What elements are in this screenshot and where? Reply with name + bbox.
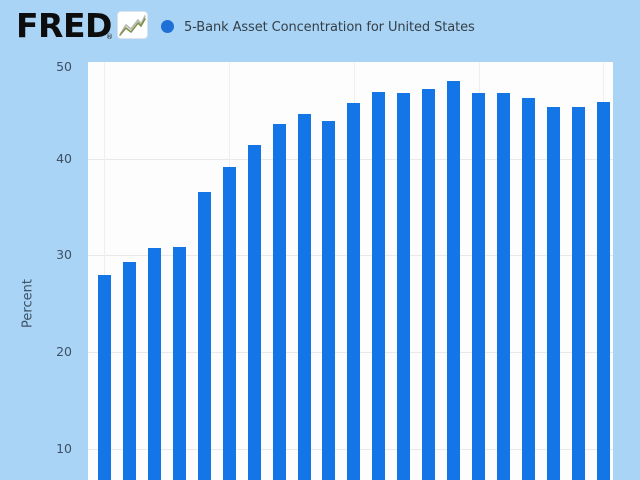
bar[interactable] (148, 248, 161, 480)
bar[interactable] (322, 121, 335, 480)
bar[interactable] (347, 103, 360, 480)
bar[interactable] (273, 124, 286, 480)
bar[interactable] (223, 167, 236, 480)
bar[interactable] (422, 89, 435, 480)
bar[interactable] (173, 247, 186, 480)
series-title: 5-Bank Asset Concentration for United St… (184, 20, 475, 35)
bar[interactable] (298, 114, 311, 480)
bar[interactable] (372, 92, 385, 480)
bar[interactable] (397, 93, 410, 480)
y-tick-label: 10 (56, 441, 72, 456)
bar[interactable] (597, 102, 610, 480)
bar[interactable] (98, 275, 111, 480)
y-tick-label: 40 (56, 151, 72, 166)
bar[interactable] (447, 81, 460, 480)
bar[interactable] (123, 262, 136, 480)
bar[interactable] (198, 192, 211, 480)
bar[interactable] (522, 98, 535, 480)
fred-logo[interactable]: FRED (16, 6, 112, 45)
plot-area[interactable] (88, 62, 613, 480)
series-marker-icon (161, 20, 174, 33)
bar[interactable] (547, 107, 560, 480)
gridline-vertical (104, 62, 105, 480)
bar[interactable] (248, 145, 261, 480)
bar[interactable] (572, 107, 585, 480)
y-tick-label: 50 (56, 59, 72, 74)
fred-logo-chart-icon (117, 11, 148, 39)
bar[interactable] (497, 93, 510, 480)
y-tick-label: 20 (56, 344, 72, 359)
bar[interactable] (472, 93, 485, 480)
y-axis-title: Percent (20, 279, 36, 328)
registered-trademark-mark: ® (106, 33, 113, 41)
y-tick-label: 30 (56, 247, 72, 262)
